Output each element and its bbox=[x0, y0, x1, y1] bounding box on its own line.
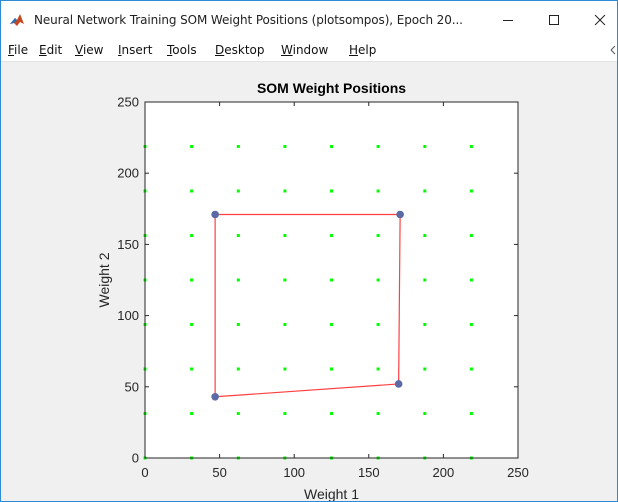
menu-view[interactable]: View bbox=[75, 43, 104, 57]
x-tick-label: 200 bbox=[433, 465, 455, 480]
input-point bbox=[423, 412, 427, 415]
som-weight-plot[interactable]: 0 50 100 150 200 250 0 50 100 150 200 250 SOM Weigh… bbox=[1, 62, 617, 501]
input-point bbox=[469, 367, 473, 371]
input-point bbox=[190, 412, 194, 415]
input-point bbox=[236, 189, 240, 193]
input-point bbox=[376, 412, 380, 415]
input-point bbox=[283, 189, 287, 193]
input-point bbox=[376, 189, 380, 193]
input-point bbox=[190, 145, 194, 148]
neuron-point bbox=[396, 210, 404, 219]
close-icon bbox=[594, 14, 606, 26]
y-tick-label: 250 bbox=[117, 95, 139, 110]
input-point bbox=[330, 367, 333, 371]
input-point bbox=[283, 278, 287, 282]
x-tick-label: 50 bbox=[212, 465, 226, 480]
input-point bbox=[469, 323, 473, 326]
maximize-icon bbox=[549, 15, 559, 25]
menu-desktop[interactable]: Desktop bbox=[215, 43, 265, 57]
input-point bbox=[423, 367, 427, 371]
menu-tools[interactable]: Tools bbox=[167, 43, 197, 57]
input-point bbox=[423, 145, 427, 148]
input-point bbox=[376, 323, 380, 326]
input-point bbox=[283, 234, 287, 237]
input-point bbox=[423, 323, 427, 326]
dock-arrow-icon[interactable] bbox=[610, 45, 616, 55]
x-tick-label: 0 bbox=[141, 465, 148, 480]
input-point bbox=[376, 278, 380, 282]
input-point bbox=[330, 278, 333, 282]
input-point bbox=[283, 367, 287, 371]
input-point bbox=[283, 145, 287, 148]
input-point bbox=[330, 145, 333, 148]
x-tick-label: 150 bbox=[358, 465, 380, 480]
plot-title: SOM Weight Positions bbox=[257, 80, 406, 96]
y-tick-label: 150 bbox=[117, 237, 139, 252]
y-tick-label: 50 bbox=[125, 379, 139, 394]
input-point bbox=[376, 367, 380, 371]
minimize-icon bbox=[503, 20, 513, 21]
input-point bbox=[423, 189, 427, 193]
maximize-button[interactable] bbox=[531, 1, 577, 39]
x-tick-label: 100 bbox=[283, 465, 305, 480]
neuron-point bbox=[211, 210, 219, 219]
y-tick-label: 100 bbox=[117, 308, 139, 323]
window-title: Neural Network Training SOM Weight Posit… bbox=[34, 13, 463, 27]
input-point bbox=[469, 412, 473, 415]
input-point bbox=[236, 412, 240, 415]
input-point bbox=[469, 278, 473, 282]
input-point bbox=[190, 278, 194, 282]
input-point bbox=[190, 189, 194, 193]
input-point bbox=[236, 234, 240, 237]
neuron-point bbox=[394, 380, 403, 388]
x-axis-label: Weight 1 bbox=[304, 486, 359, 501]
x-tick-label: 250 bbox=[507, 465, 529, 480]
input-point bbox=[236, 145, 240, 148]
input-point bbox=[469, 145, 473, 148]
matlab-icon bbox=[9, 12, 25, 28]
neuron-point bbox=[211, 392, 219, 401]
axes-box bbox=[144, 101, 519, 459]
input-point bbox=[376, 145, 380, 148]
input-point bbox=[376, 234, 380, 237]
y-tick-label: 0 bbox=[132, 451, 139, 466]
input-point bbox=[236, 367, 240, 371]
close-button[interactable] bbox=[577, 1, 617, 39]
input-point bbox=[330, 323, 333, 326]
title-bar[interactable]: Neural Network Training SOM Weight Posit… bbox=[1, 1, 617, 39]
input-point bbox=[469, 189, 473, 193]
menu-file[interactable]: File bbox=[8, 43, 29, 57]
menu-window[interactable]: Window bbox=[281, 43, 329, 57]
input-point bbox=[236, 278, 240, 282]
input-point bbox=[236, 323, 240, 326]
input-point bbox=[283, 412, 287, 415]
menu-bar: File Edit View Insert Tools Desktop Wind… bbox=[1, 39, 617, 62]
input-point bbox=[423, 234, 427, 237]
minimize-button[interactable] bbox=[485, 1, 531, 39]
input-point bbox=[330, 412, 333, 415]
input-point bbox=[423, 278, 427, 282]
y-tick-label: 200 bbox=[117, 166, 139, 181]
menu-help[interactable]: Help bbox=[349, 43, 377, 57]
menu-edit[interactable]: Edit bbox=[39, 43, 63, 57]
y-axis-label: Weight 2 bbox=[96, 252, 112, 307]
neighbor-link bbox=[398, 214, 401, 384]
input-point bbox=[190, 367, 194, 371]
input-point bbox=[190, 323, 194, 326]
input-point bbox=[330, 234, 333, 237]
input-point bbox=[330, 189, 333, 193]
input-point bbox=[190, 234, 194, 237]
input-point bbox=[283, 323, 287, 326]
menu-insert[interactable]: Insert bbox=[118, 43, 153, 57]
input-point bbox=[469, 234, 473, 237]
figure-canvas: 0 50 100 150 200 250 0 50 100 150 200 250 SOM Weigh… bbox=[1, 62, 617, 501]
neighbor-link bbox=[215, 383, 399, 398]
